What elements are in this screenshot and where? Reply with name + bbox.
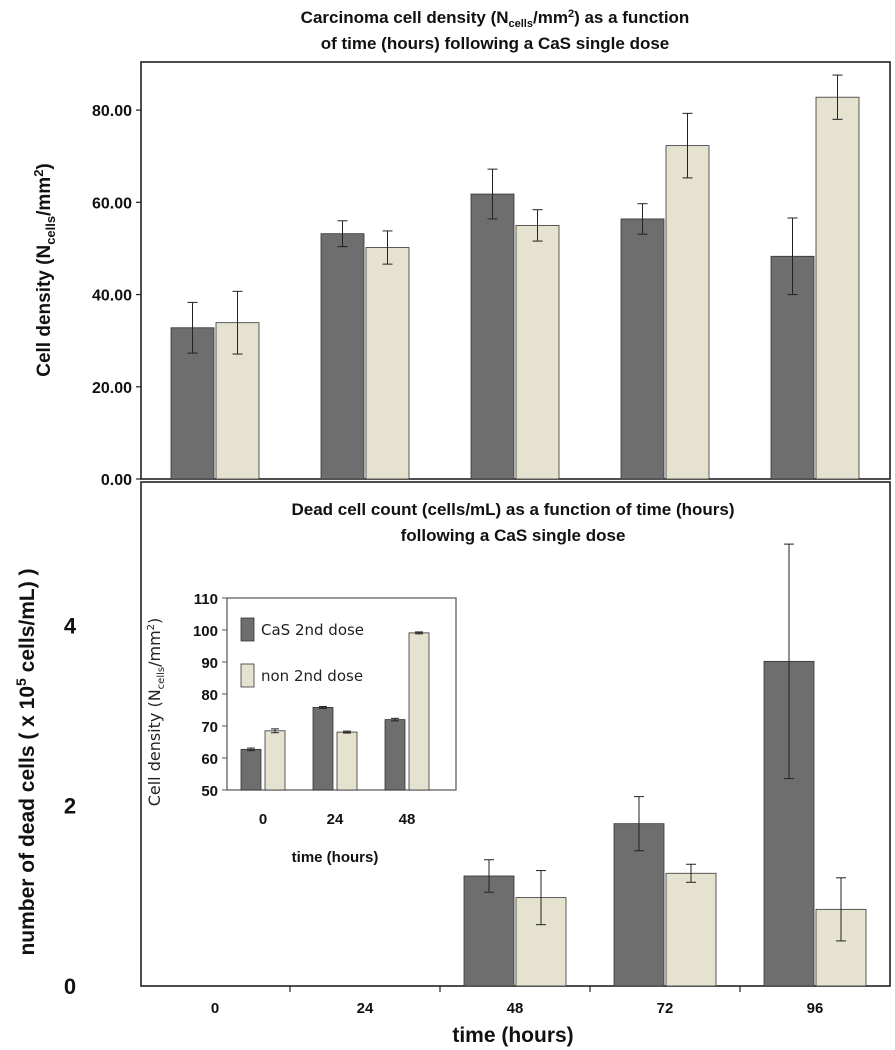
bottom-chart-x-tick-label-2: 48	[507, 1000, 524, 1017]
inset-chart: Cell density (Ncells/mm2) time (hours) 5…	[145, 591, 457, 866]
bottom-chart-bar-s1-c2	[463, 875, 515, 987]
inset-chart-x-ticks: 0 24 48	[259, 811, 416, 828]
top-chart-title-line1: Carcinoma cell density (Ncells/mm2) as a…	[301, 8, 690, 30]
inset-chart-y-tick-label-3: 80	[201, 687, 218, 704]
top-chart-y-axis-label: Cell density (Ncells/mm2)	[31, 163, 58, 377]
top-chart-title-line2: of time (hours) following a CaS single d…	[321, 34, 670, 53]
top-chart-y-ticks: 0.00 20.00 40.00 60.00 80.00	[92, 103, 141, 489]
bottom-chart-title-line1: Dead cell count (cells/mL) as a function…	[291, 500, 734, 519]
inset-chart-bar-s2-c0	[264, 730, 286, 791]
top-chart-y-tick-label-3: 60.00	[92, 195, 132, 212]
legend-swatch-cas-2nd-dose	[240, 617, 255, 642]
inset-chart-bar-s1-c0	[240, 748, 262, 791]
inset-chart-y-tick-label-2: 70	[201, 719, 218, 736]
inset-chart-y-ticks: 50 60 70 80 90 100 110	[193, 591, 227, 800]
top-chart-bar-s2-c4	[815, 96, 860, 480]
top-chart-bar-s1-c1	[320, 233, 365, 480]
bottom-chart-x-tick-label-0: 0	[211, 1000, 219, 1017]
top-chart-y-tick-label-4: 80.00	[92, 103, 132, 120]
top-chart-y-tick-label-0: 0.00	[101, 472, 132, 489]
inset-legend: CaS 2nd dose non 2nd dose	[240, 617, 364, 688]
top-chart-plot-frame	[140, 61, 891, 480]
top-chart-bar-s2-c1	[365, 247, 410, 480]
bottom-chart-y-axis-label: number of dead cells ( x 105 cells/mL) )	[13, 568, 39, 955]
legend-label-cas-2nd-dose: CaS 2nd dose	[261, 621, 364, 639]
bottom-chart-bars	[463, 543, 867, 987]
bottom-chart-x-tick-label-4: 96	[807, 1000, 824, 1017]
top-chart-bar-s1-c2	[470, 193, 515, 480]
inset-chart-y-tick-label-5: 100	[193, 623, 218, 640]
top-chart-y-tick-label-1: 20.00	[92, 380, 132, 397]
inset-chart-y-axis-label: Cell density (Ncells/mm2)	[145, 618, 167, 807]
inset-chart-y-tick-label-4: 90	[201, 655, 218, 672]
bottom-chart-bar-s2-c3	[665, 872, 717, 987]
bottom-chart-y-ticks: 0 2 4	[64, 613, 77, 999]
top-chart-bar-s1-c3	[620, 218, 665, 480]
inset-chart-bar-s2-c1	[336, 731, 358, 791]
top-chart-bar-s2-c3	[665, 145, 710, 480]
top-chart-bars	[170, 74, 860, 480]
bottom-chart-y-tick-label-0: 0	[64, 974, 76, 999]
inset-chart-bar-s1-c2	[384, 719, 406, 791]
bottom-chart-x-axis-label: time (hours)	[452, 1024, 573, 1047]
inset-chart-bars	[240, 631, 430, 791]
legend-swatch-non-2nd-dose	[240, 663, 255, 688]
bottom-chart-x-ticks: 0 24 48 72 96	[211, 986, 824, 1017]
inset-chart-x-axis-label: time (hours)	[292, 849, 379, 866]
inset-chart-x-tick-label-1: 24	[327, 811, 344, 828]
top-chart-bar-s2-c2	[515, 224, 560, 480]
inset-chart-y-tick-label-0: 50	[201, 783, 218, 800]
bottom-chart-plot-frame	[140, 481, 891, 987]
top-chart-y-tick-label-2: 40.00	[92, 288, 132, 305]
inset-chart-x-tick-label-0: 0	[259, 811, 267, 828]
bottom-chart-x-tick-label-3: 72	[657, 1000, 674, 1017]
bottom-chart-title-line2: following a CaS single dose	[401, 526, 626, 545]
bottom-chart-y-tick-label-1: 2	[64, 794, 76, 819]
inset-chart-x-tick-label-2: 48	[399, 811, 416, 828]
inset-chart-y-tick-label-6: 110	[194, 591, 218, 608]
legend-label-non-2nd-dose: non 2nd dose	[261, 667, 363, 685]
bottom-chart-x-tick-label-1: 24	[357, 1000, 374, 1017]
top-chart: Carcinoma cell density (Ncells/mm2) as a…	[31, 8, 891, 489]
inset-chart-y-tick-label-1: 60	[201, 751, 218, 768]
bottom-chart: Dead cell count (cells/mL) as a function…	[13, 481, 891, 1047]
bottom-chart-y-tick-label-2: 4	[64, 613, 77, 638]
inset-chart-bar-s1-c1	[312, 707, 334, 791]
inset-chart-bar-s2-c2	[408, 632, 430, 791]
